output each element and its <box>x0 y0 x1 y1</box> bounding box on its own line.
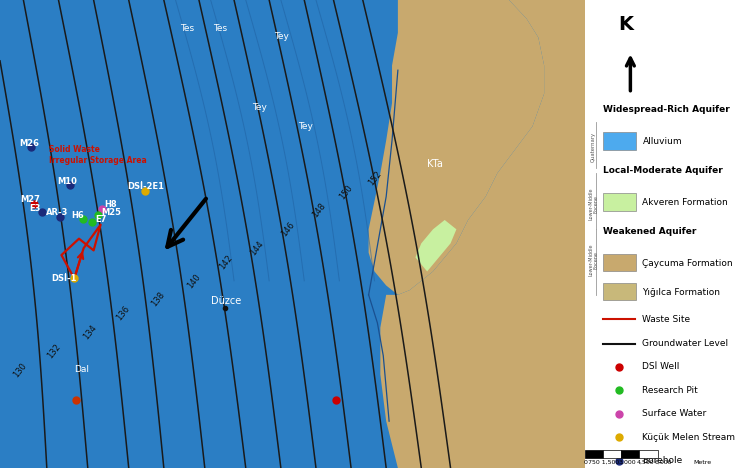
Text: AR-3: AR-3 <box>46 208 68 218</box>
Text: Dal: Dal <box>74 365 89 374</box>
Text: Quaternary: Quaternary <box>591 132 596 162</box>
Text: Akveren Formation: Akveren Formation <box>643 197 728 207</box>
Polygon shape <box>415 220 456 271</box>
Text: Weakened Aquifer: Weakened Aquifer <box>604 227 696 236</box>
Text: 138: 138 <box>149 291 166 308</box>
Text: Tey: Tey <box>252 103 266 112</box>
Text: 3,000: 3,000 <box>618 460 636 465</box>
Text: Düzce: Düzce <box>210 296 241 306</box>
Text: 142: 142 <box>218 253 235 271</box>
Bar <box>621 450 640 458</box>
Text: Waste Site: Waste Site <box>643 314 690 324</box>
Text: Research Pit: Research Pit <box>643 386 698 395</box>
Text: 4,500: 4,500 <box>637 460 654 465</box>
Text: KTa: KTa <box>427 159 443 169</box>
Text: 150: 150 <box>338 183 355 201</box>
Text: Tes: Tes <box>180 23 194 33</box>
Text: Lower-Middle
Eocene: Lower-Middle Eocene <box>588 187 599 220</box>
Text: Widespread-Rich Aquifer: Widespread-Rich Aquifer <box>604 105 730 114</box>
Text: 6,000: 6,000 <box>655 460 672 465</box>
Text: M27: M27 <box>21 195 40 205</box>
Polygon shape <box>381 0 585 468</box>
Text: 130: 130 <box>12 361 29 379</box>
Text: Çaycuma Formation: Çaycuma Formation <box>643 258 733 268</box>
Bar <box>604 450 621 458</box>
Text: Küçük Melen Stream: Küçük Melen Stream <box>643 432 735 442</box>
Text: 750 1,500: 750 1,500 <box>587 460 619 465</box>
Text: 148: 148 <box>311 202 328 219</box>
Bar <box>585 450 604 458</box>
Text: Alluvium: Alluvium <box>643 137 682 146</box>
Text: Tey: Tey <box>274 32 289 41</box>
Text: DSİ Well: DSİ Well <box>643 362 680 372</box>
Text: 146: 146 <box>280 220 297 238</box>
Text: Surface Water: Surface Water <box>643 409 707 418</box>
Text: Lower-Middle
Eocene: Lower-Middle Eocene <box>588 243 599 276</box>
Text: E3: E3 <box>29 204 40 213</box>
Text: Tes: Tes <box>213 23 227 33</box>
Text: 152: 152 <box>366 169 383 187</box>
Text: M26: M26 <box>19 139 39 148</box>
Text: Metre: Metre <box>694 460 712 465</box>
Text: H8: H8 <box>105 199 117 209</box>
Text: Yığılca Formation: Yığılca Formation <box>643 287 721 297</box>
Text: Solid Waste
Irregular Storage Area: Solid Waste Irregular Storage Area <box>49 145 146 165</box>
Text: DSİ-2E1: DSİ-2E1 <box>127 182 164 191</box>
Text: M25: M25 <box>102 207 121 217</box>
Text: 134: 134 <box>81 323 98 341</box>
Text: 136: 136 <box>114 305 131 322</box>
Text: M10: M10 <box>57 176 77 186</box>
Bar <box>640 450 657 458</box>
Text: E7: E7 <box>96 214 107 224</box>
Bar <box>604 254 637 271</box>
Text: K: K <box>618 15 633 35</box>
Polygon shape <box>369 0 544 295</box>
Text: Tey: Tey <box>298 122 314 131</box>
Text: Groundwater Level: Groundwater Level <box>643 339 729 348</box>
Text: 0: 0 <box>583 460 587 465</box>
Bar <box>604 283 637 300</box>
Text: 132: 132 <box>46 342 63 360</box>
Text: DSİ-1: DSİ-1 <box>52 274 77 283</box>
Text: 140: 140 <box>186 272 202 290</box>
Text: Local-Moderate Aquifer: Local-Moderate Aquifer <box>604 166 723 175</box>
Bar <box>604 193 637 211</box>
Text: H6: H6 <box>71 211 84 220</box>
Bar <box>604 132 637 150</box>
Text: 144: 144 <box>249 239 266 257</box>
Text: Borehole: Borehole <box>643 456 683 465</box>
